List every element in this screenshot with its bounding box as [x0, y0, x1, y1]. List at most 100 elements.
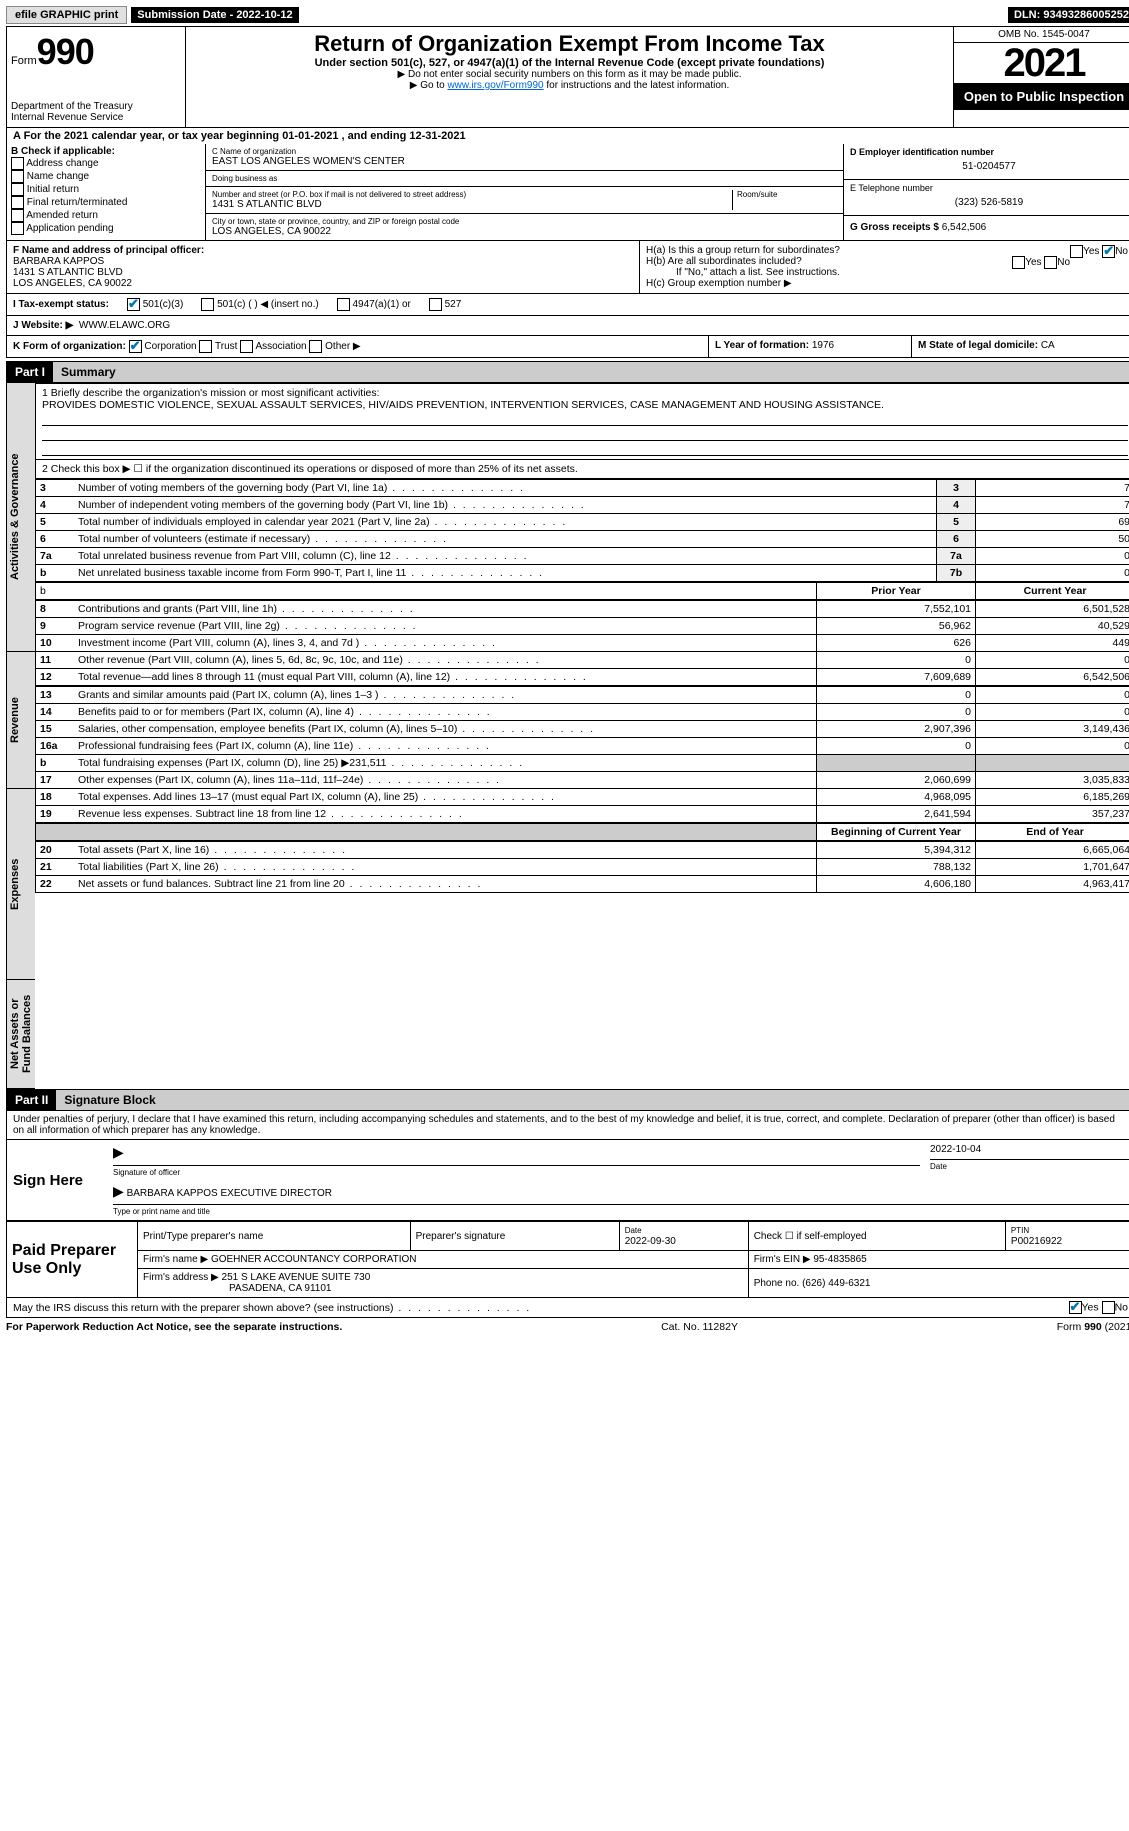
b-label: B Check if applicable:	[11, 146, 201, 157]
b-opt-amended[interactable]: Amended return	[11, 209, 201, 222]
officer-addr1: 1431 S ATLANTIC BLVD	[13, 267, 633, 278]
org-name: EAST LOS ANGELES WOMEN'S CENTER	[212, 156, 837, 167]
side-netassets: Net Assets or Fund Balances	[6, 980, 35, 1089]
expenses-table: 13 Grants and similar amounts paid (Part…	[35, 686, 1129, 823]
footer-right: Form 990 (2021)	[1057, 1321, 1129, 1333]
form-subtitle-2: ▶ Do not enter social security numbers o…	[192, 69, 947, 80]
line-1: 1 Briefly describe the organization's mi…	[35, 383, 1129, 460]
submission-date: Submission Date - 2022-10-12	[131, 7, 298, 23]
opt-501c3[interactable]: 501(c)(3)	[127, 298, 183, 311]
ptin-cell: PTINP00216922	[1005, 1222, 1129, 1251]
section-bcd: B Check if applicable: Address change Na…	[6, 144, 1129, 241]
table-row: b Net unrelated business taxable income …	[36, 565, 1129, 582]
netassets-header: Beginning of Current Year End of Year	[35, 823, 1129, 841]
form-subtitle-1: Under section 501(c), 527, or 4947(a)(1)…	[192, 57, 947, 69]
line-j: J Website: ▶ WWW.ELAWC.ORG	[6, 316, 1129, 336]
section-fh: F Name and address of principal officer:…	[6, 241, 1129, 294]
phone-value: (323) 526-5819	[850, 193, 1128, 212]
consent-yes[interactable]	[1069, 1301, 1082, 1314]
table-row: 10 Investment income (Part VIII, column …	[36, 635, 1129, 652]
part1-header: Part I Summary	[6, 361, 1129, 383]
c-name-label: C Name of organization	[212, 147, 837, 156]
col-b: B Check if applicable: Address change Na…	[7, 144, 206, 240]
table-row: 18 Total expenses. Add lines 13–17 (must…	[36, 789, 1129, 806]
officer-name: BARBARA KAPPOS	[13, 256, 633, 267]
table-row: 21 Total liabilities (Part X, line 26) 7…	[36, 859, 1129, 876]
table-row: 20 Total assets (Part X, line 16) 5,394,…	[36, 842, 1129, 859]
city-label: City or town, state or province, country…	[212, 217, 837, 226]
line-2: 2 Check this box ▶ ☐ if the organization…	[35, 460, 1129, 479]
officer-printed-label: Type or print name and title	[113, 1207, 1129, 1216]
b-opt-address[interactable]: Address change	[11, 157, 201, 170]
instructions-link[interactable]: www.irs.gov/Form990	[447, 80, 543, 91]
table-row: 15 Salaries, other compensation, employe…	[36, 721, 1129, 738]
phone-label: E Telephone number	[850, 183, 1128, 193]
k-other[interactable]: Other ▶	[309, 341, 360, 352]
opt-501c[interactable]: 501(c) ( ) ◀ (insert no.)	[201, 298, 318, 311]
table-row: 7a Total unrelated business revenue from…	[36, 548, 1129, 565]
sig-officer-label: Signature of officer	[113, 1168, 920, 1177]
table-row: 4 Number of independent voting members o…	[36, 497, 1129, 514]
org-address: 1431 S ATLANTIC BLVD	[212, 199, 728, 210]
part2-header: Part II Signature Block	[6, 1089, 1129, 1111]
top-bar: efile GRAPHIC print Submission Date - 20…	[6, 6, 1129, 24]
col-h: H(a) Is this a group return for subordin…	[640, 241, 1129, 293]
footer: For Paperwork Reduction Act Notice, see …	[6, 1321, 1129, 1333]
netassets-table: 20 Total assets (Part X, line 16) 5,394,…	[35, 841, 1129, 893]
table-row: 17 Other expenses (Part IX, column (A), …	[36, 772, 1129, 789]
table-row: 22 Net assets or fund balances. Subtract…	[36, 876, 1129, 893]
line-k: K Form of organization: Corporation Trus…	[7, 336, 709, 357]
paid-preparer-table: Paid Preparer Use Only Print/Type prepar…	[6, 1221, 1129, 1298]
firm-ein-cell: Firm's EIN ▶ 95-4835865	[748, 1251, 1129, 1269]
table-row: 3 Number of voting members of the govern…	[36, 480, 1129, 497]
firm-phone-cell: Phone no. (626) 449-6321	[748, 1269, 1129, 1298]
form-title: Return of Organization Exempt From Incom…	[192, 31, 947, 57]
begin-year-hdr: Beginning of Current Year	[817, 824, 976, 841]
gross-receipts: G Gross receipts $ 6,542,506	[844, 216, 1129, 239]
ein-label: D Employer identification number	[850, 147, 1128, 157]
signature-block: Sign Here ▶ Signature of officer 2022-10…	[6, 1140, 1129, 1221]
dba-label: Doing business as	[212, 174, 837, 183]
officer-addr2: LOS ANGELES, CA 90022	[13, 278, 633, 289]
k-assoc[interactable]: Association	[240, 341, 306, 352]
mission-text: PROVIDES DOMESTIC VIOLENCE, SEXUAL ASSAU…	[42, 399, 1128, 411]
k-corp[interactable]: Corporation	[129, 341, 197, 352]
side-revenue: Revenue	[6, 652, 35, 789]
consent-no[interactable]	[1102, 1301, 1115, 1314]
website-value: WWW.ELAWC.ORG	[79, 320, 170, 331]
line-l: L Year of formation: 1976	[709, 336, 912, 357]
dln: DLN: 93493286005252	[1008, 7, 1129, 23]
line-a: A For the 2021 calendar year, or tax yea…	[6, 128, 1129, 144]
table-row: 8 Contributions and grants (Part VIII, l…	[36, 601, 1129, 618]
h-a: H(a) Is this a group return for subordin…	[646, 245, 1128, 256]
table-row: 14 Benefits paid to or for members (Part…	[36, 704, 1129, 721]
b-opt-name[interactable]: Name change	[11, 170, 201, 183]
b-opt-pending[interactable]: Application pending	[11, 222, 201, 235]
firm-name-cell: Firm's name ▶ GOEHNER ACCOUNTANCY CORPOR…	[138, 1251, 749, 1269]
form-number: Form990	[11, 31, 181, 73]
revenue-header: b Prior Year Current Year	[35, 582, 1129, 600]
preparer-sig-hdr: Preparer's signature	[410, 1222, 619, 1251]
consent-row: May the IRS discuss this return with the…	[6, 1298, 1129, 1318]
table-row: b Total fundraising expenses (Part IX, c…	[36, 755, 1129, 772]
opt-527[interactable]: 527	[429, 298, 461, 311]
table-row: 16a Professional fundraising fees (Part …	[36, 738, 1129, 755]
end-year-hdr: End of Year	[976, 824, 1129, 841]
line-i: I Tax-exempt status: 501(c)(3) 501(c) ( …	[6, 294, 1129, 316]
opt-4947[interactable]: 4947(a)(1) or	[337, 298, 411, 311]
table-row: 5 Total number of individuals employed i…	[36, 514, 1129, 531]
b-opt-final[interactable]: Final return/terminated	[11, 196, 201, 209]
b-opt-initial[interactable]: Initial return	[11, 183, 201, 196]
side-expenses: Expenses	[6, 789, 35, 980]
efile-print-button[interactable]: efile GRAPHIC print	[6, 6, 127, 24]
k-trust[interactable]: Trust	[199, 341, 237, 352]
col-f: F Name and address of principal officer:…	[7, 241, 640, 293]
side-governance: Activities & Governance	[6, 383, 35, 652]
irs-label: Internal Revenue Service	[11, 112, 181, 123]
addr-label: Number and street (or P.O. box if mail i…	[212, 190, 728, 199]
self-employed-check[interactable]: Check ☐ if self-employed	[748, 1222, 1005, 1251]
table-row: 9 Program service revenue (Part VIII, li…	[36, 618, 1129, 635]
table-row: 19 Revenue less expenses. Subtract line …	[36, 806, 1129, 823]
paid-preparer-label: Paid Preparer Use Only	[7, 1222, 138, 1298]
curr-year-hdr: Current Year	[976, 583, 1129, 600]
